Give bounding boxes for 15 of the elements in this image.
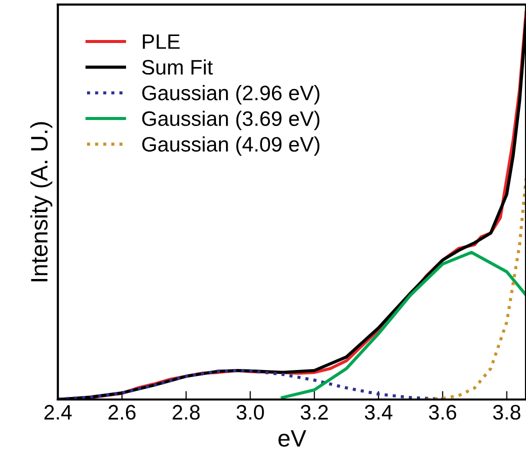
x-tick-label: 3.4	[364, 404, 392, 420]
legend-label: PLE	[142, 34, 180, 49]
x-tick-label: 3.8	[493, 404, 520, 420]
x-tick-label: 3.2	[300, 404, 328, 420]
legend-label: Gaussian (3.69 eV)	[142, 110, 320, 130]
x-axis-title: eV	[278, 430, 306, 447]
x-tick-label: 3.6	[428, 404, 456, 420]
y-axis-title: Intensity (A. U.)	[30, 122, 52, 282]
x-tick-label: 2.4	[44, 404, 72, 420]
x-tick-label: 2.8	[172, 404, 200, 420]
x-tick-label: 2.6	[108, 404, 136, 420]
legend-label: Gaussian (2.96 eV)	[142, 85, 320, 104]
legend-label: Gaussian (4.09 eV)	[142, 136, 320, 156]
x-tick-label: 3.0	[236, 404, 264, 420]
legend-label: Sum Fit	[142, 59, 213, 75]
